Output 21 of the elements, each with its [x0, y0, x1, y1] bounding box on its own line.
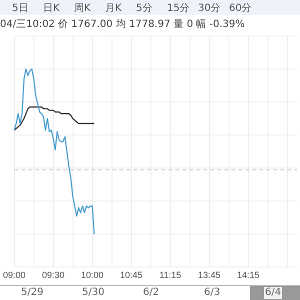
text: 日K — [43, 2, 60, 15]
text: 6/3 — [203, 287, 222, 299]
text: 周K — [74, 2, 91, 15]
text: 5日 — [12, 2, 28, 15]
text: 30分 — [198, 2, 221, 15]
text: 60分 — [229, 2, 252, 15]
text: 6/2 — [142, 287, 160, 299]
x-tick-label: 09:00 — [2, 270, 26, 280]
x-tick-label: 13:45 — [198, 270, 221, 280]
x-tick-label: 10:00 — [80, 270, 104, 280]
x-tick-label: 11:15 — [159, 270, 182, 280]
text: 5分 — [136, 2, 152, 15]
x-tick-label: 14:15 — [236, 270, 260, 280]
text: 月K — [105, 2, 122, 15]
x-tick-label: 09:30 — [42, 270, 65, 280]
x-tick-label: 10:45 — [120, 270, 143, 280]
text: 15分 — [167, 2, 190, 15]
text: 5/29 — [20, 287, 44, 299]
text: 5/30 — [81, 287, 106, 299]
chart-subtitle: 04/三10:02 价 1767.00 均 1778.97 量 0 幅 -0.39% — [0, 18, 245, 31]
text: 6/4 — [264, 287, 282, 299]
